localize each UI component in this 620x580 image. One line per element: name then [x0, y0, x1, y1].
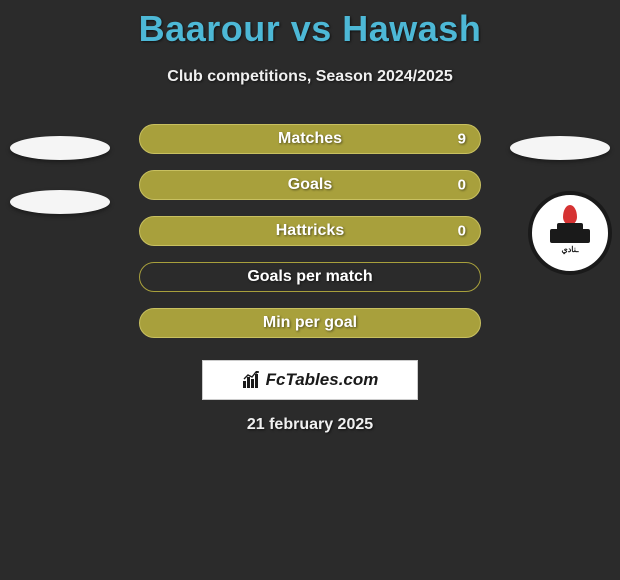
brand-text: FcTables.com	[266, 370, 379, 390]
stat-label: Matches	[278, 130, 342, 148]
stat-label: Goals per match	[247, 268, 372, 286]
stats-area: ـنادي Matches9Goals0Hattricks0Goals per …	[0, 116, 620, 346]
brand-tag[interactable]: FcTables.com	[202, 360, 418, 400]
stat-label: Min per goal	[263, 314, 357, 332]
stat-row: Goals 0	[0, 162, 620, 208]
stat-label: Hattricks	[276, 222, 344, 240]
page-title: Baarour vs Hawash	[0, 0, 620, 50]
stat-label: Goals	[288, 176, 332, 194]
stat-row: Matches 9	[0, 116, 620, 162]
stat-row: Goals per match	[0, 254, 620, 300]
stat-value: 0	[458, 223, 466, 240]
stat-value: 0	[458, 177, 466, 194]
stat-bar: Goals per match	[139, 262, 481, 292]
stat-bar: Hattricks 0	[139, 216, 481, 246]
stat-bar: Matches 9	[139, 124, 481, 154]
stat-row: Hattricks 0	[0, 208, 620, 254]
date-line: 21 february 2025	[0, 416, 620, 434]
stat-bar: Min per goal	[139, 308, 481, 338]
stat-value: 9	[458, 131, 466, 148]
stat-bar: Goals 0	[139, 170, 481, 200]
stat-row: Min per goal	[0, 300, 620, 346]
subtitle: Club competitions, Season 2024/2025	[0, 68, 620, 86]
bars-icon	[242, 371, 264, 389]
